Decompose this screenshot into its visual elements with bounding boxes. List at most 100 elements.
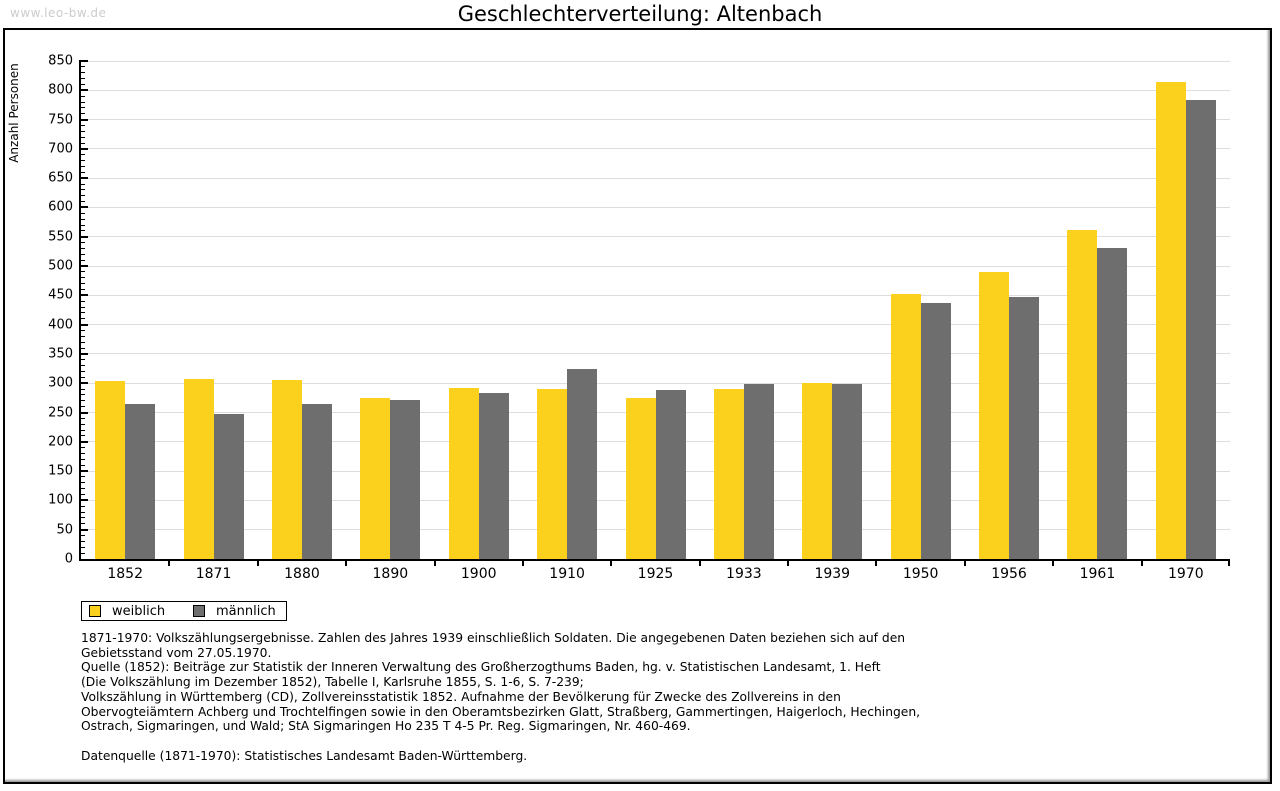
y-major-tick-650: [81, 177, 88, 180]
y-major-tick-0: [81, 559, 88, 561]
y-minor-tick-840: [81, 66, 85, 68]
x-boundary-tick-7: [698, 561, 701, 566]
x-tick-label-1933: 1933: [726, 566, 762, 582]
y-minor-tick-420: [81, 312, 85, 314]
y-tick-label-800: 800: [48, 82, 73, 98]
y-minor-tick-780: [81, 101, 85, 103]
y-minor-tick-540: [81, 242, 85, 244]
legend-swatch-weiblich: [89, 605, 101, 617]
y-minor-tick-210: [81, 435, 85, 437]
legend-label-maennlich: männlich: [216, 604, 276, 619]
y-minor-tick-430: [81, 306, 85, 308]
bar-maennlich-1933: [743, 383, 774, 559]
y-minor-tick-610: [81, 201, 85, 203]
y-minor-tick-830: [81, 72, 85, 74]
y-minor-tick-590: [81, 212, 85, 214]
y-minor-tick-280: [81, 394, 85, 396]
x-tick-label-1900: 1900: [460, 566, 497, 582]
bar-maennlich-1871: [213, 413, 244, 559]
x-tick-label-1925: 1925: [637, 566, 674, 582]
footnotes: 1871-1970: Volkszählungsergebnisse. Zahl…: [81, 631, 1260, 763]
y-major-tick-100: [81, 499, 88, 502]
y-major-tick-500: [81, 265, 88, 268]
y-minor-tick-330: [81, 365, 85, 367]
x-tick-label-1961: 1961: [1079, 566, 1116, 582]
x-tick-label-1970: 1970: [1167, 566, 1204, 582]
y-tick-label-850: 850: [48, 53, 73, 69]
y-tick-label-750: 750: [48, 112, 73, 128]
bar-weiblich-1910: [537, 388, 568, 559]
y-tick-label-350: 350: [48, 346, 73, 362]
footnote-line-7: Ostrach, Sigmaringen, und Wald; StA Sigm…: [81, 719, 691, 734]
y-major-tick-700: [81, 147, 88, 150]
legend-label-weiblich: weiblich: [112, 604, 166, 619]
y-minor-tick-110: [81, 494, 85, 496]
y-minor-tick-380: [81, 335, 85, 337]
y-major-tick-200: [81, 440, 88, 443]
x-boundary-tick-5: [521, 561, 524, 566]
x-tick-label-1871: 1871: [195, 566, 232, 582]
y-minor-tick-270: [81, 400, 85, 402]
y-tick-label-450: 450: [48, 287, 73, 303]
x-tick-label-1880: 1880: [284, 566, 320, 582]
y-major-tick-400: [81, 323, 88, 326]
x-boundary-tick-11: [1052, 561, 1055, 566]
y-minor-tick-460: [81, 288, 85, 290]
y-minor-tick-390: [81, 330, 85, 331]
x-tick-label-1950: 1950: [902, 566, 939, 582]
y-minor-tick-180: [81, 453, 85, 455]
y-minor-tick-520: [81, 253, 85, 255]
y-minor-tick-770: [81, 107, 85, 109]
y-minor-tick-490: [81, 271, 85, 273]
bar-weiblich-1871: [183, 378, 214, 559]
bar-maennlich-1925: [655, 389, 686, 559]
bar-maennlich-1939: [832, 383, 863, 559]
y-minor-tick-10: [81, 552, 85, 554]
y-tick-label-300: 300: [48, 375, 73, 391]
gridline-800: [81, 89, 1230, 91]
y-tick-label-650: 650: [48, 170, 73, 186]
y-minor-tick-560: [81, 230, 85, 232]
y-major-tick-800: [81, 89, 88, 92]
bar-maennlich-1852: [125, 403, 156, 559]
bar-maennlich-1900: [478, 392, 509, 559]
footnote-line-4: (Die Volkszählung im Dezember 1852), Tab…: [81, 675, 584, 690]
y-tick-label-150: 150: [48, 463, 73, 479]
y-minor-tick-570: [81, 224, 85, 226]
x-end-tick: [1228, 561, 1230, 566]
y-major-tick-600: [81, 206, 88, 209]
y-axis-line: [79, 60, 81, 561]
y-minor-tick-670: [81, 165, 85, 167]
footnote-line-8: [81, 734, 1260, 749]
y-minor-tick-80: [81, 511, 85, 513]
y-minor-tick-70: [81, 517, 85, 519]
bar-maennlich-1910: [567, 368, 598, 559]
bar-maennlich-1970: [1185, 100, 1216, 559]
y-minor-tick-630: [81, 189, 85, 191]
bar-weiblich-1956: [979, 271, 1010, 559]
gridline-400: [81, 324, 1230, 326]
bar-maennlich-1961: [1097, 248, 1128, 559]
gridline-450: [81, 294, 1230, 296]
gridline-650: [81, 177, 1230, 179]
y-major-tick-300: [81, 382, 88, 385]
x-boundary-tick-4: [433, 561, 436, 566]
y-minor-tick-620: [81, 195, 85, 197]
x-boundary-tick-9: [875, 561, 878, 566]
bar-maennlich-1950: [920, 302, 951, 559]
bar-weiblich-1890: [360, 398, 391, 559]
y-minor-tick-530: [81, 247, 85, 249]
y-minor-tick-190: [81, 447, 85, 449]
footnote-line-5: Volkszählung in Württemberg (CD), Zollve…: [81, 689, 841, 704]
x-tick-label-1890: 1890: [372, 566, 409, 582]
y-minor-tick-820: [81, 78, 85, 80]
y-tick-label-400: 400: [48, 317, 73, 333]
footnote-line-1: 1871-1970: Volkszählungsergebnisse. Zahl…: [81, 631, 906, 645]
y-minor-tick-220: [81, 429, 85, 431]
y-tick-label-250: 250: [48, 405, 73, 421]
legend-swatch-maennlich: [193, 605, 205, 617]
y-tick-label-600: 600: [48, 199, 73, 215]
x-boundary-tick-10: [963, 561, 966, 566]
y-major-tick-750: [81, 118, 88, 121]
y-tick-label-500: 500: [48, 258, 73, 274]
